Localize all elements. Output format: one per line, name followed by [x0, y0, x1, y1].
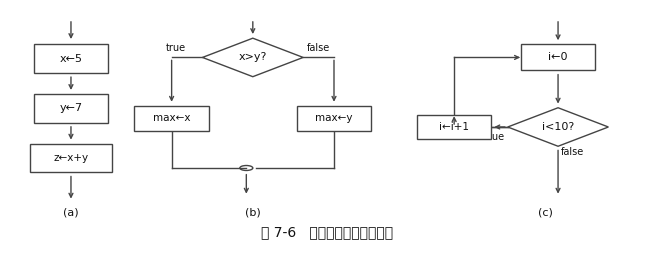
Text: i←0: i←0 [548, 52, 568, 62]
Polygon shape [202, 38, 303, 77]
Text: (a): (a) [63, 208, 79, 218]
Polygon shape [508, 108, 608, 146]
Text: y←7: y←7 [60, 103, 83, 113]
Text: i←i+1: i←i+1 [439, 122, 469, 132]
Text: i<10?: i<10? [542, 122, 574, 132]
Text: 图 7-6   三种基本结构计算示例: 图 7-6 三种基本结构计算示例 [261, 226, 394, 240]
Bar [521, 44, 595, 70]
Bar [417, 115, 491, 139]
Text: false: false [561, 148, 584, 157]
Bar [30, 144, 111, 172]
Text: (c): (c) [538, 208, 553, 218]
Text: true: true [484, 132, 504, 142]
Text: x>y?: x>y? [238, 52, 267, 62]
Bar [134, 106, 209, 131]
Text: max←y: max←y [315, 113, 353, 123]
Bar [33, 94, 108, 123]
Text: false: false [307, 43, 329, 53]
Text: z←x+y: z←x+y [54, 153, 88, 163]
Text: (b): (b) [245, 208, 261, 218]
Text: x←5: x←5 [60, 54, 83, 64]
Bar [297, 106, 371, 131]
Text: true: true [166, 43, 186, 53]
Text: max←x: max←x [153, 113, 191, 123]
Bar [33, 44, 108, 73]
